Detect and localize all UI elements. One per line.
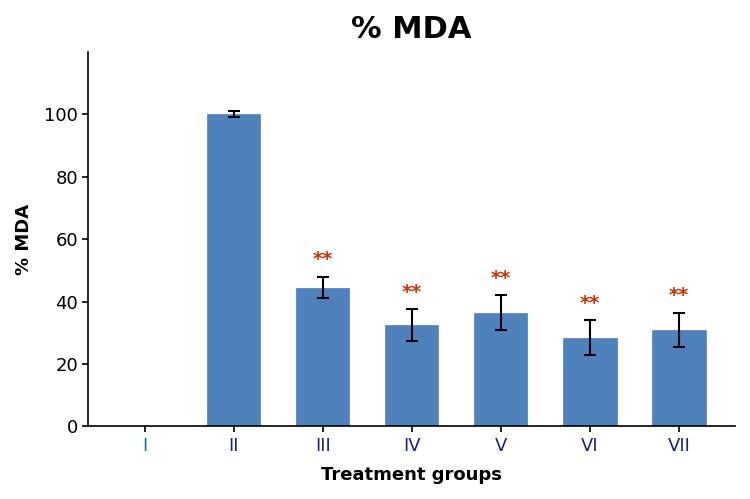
Bar [652,330,706,427]
Text: **: ** [580,293,600,312]
Bar [563,337,616,427]
Bar [207,114,260,427]
Y-axis label: % MDA: % MDA [15,204,33,275]
X-axis label: Treatment groups: Treatment groups [321,466,502,484]
Text: **: ** [401,282,422,301]
Text: **: ** [313,250,333,269]
Text: **: ** [669,286,689,305]
Text: **: ** [490,268,511,287]
Title: % MDA: % MDA [352,15,472,44]
Bar [296,287,350,427]
Bar [385,325,439,427]
Bar [474,312,527,427]
